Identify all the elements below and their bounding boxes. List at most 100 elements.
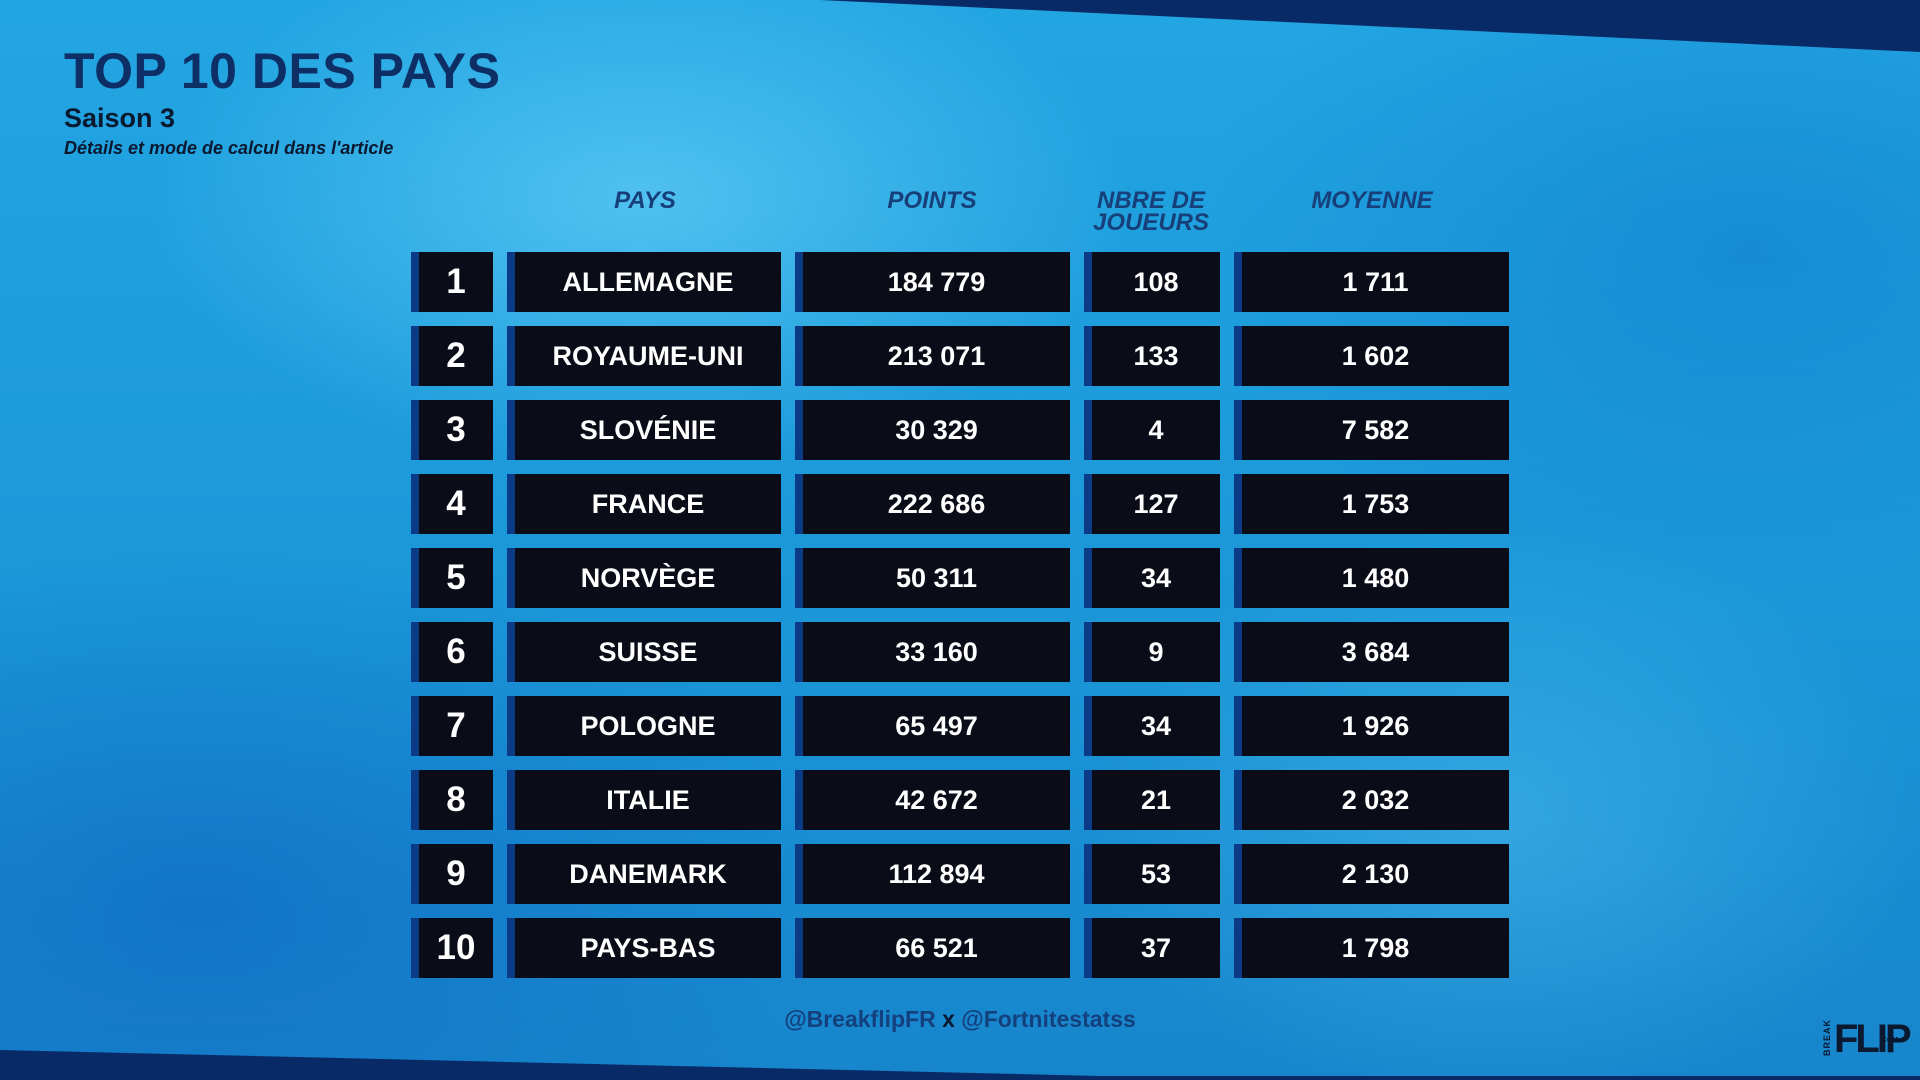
footer-separator: x bbox=[942, 1006, 955, 1032]
average-cell: 1 798 bbox=[1234, 918, 1509, 978]
page-subtitle: Saison 3 bbox=[64, 103, 176, 133]
average-cell-value: 1 602 bbox=[1341, 340, 1410, 371]
country-cell-value: SUISSE bbox=[598, 636, 698, 667]
points-cell-value: 66 521 bbox=[895, 932, 978, 963]
country-cell: NORVÈGE bbox=[507, 548, 781, 608]
players-cell-value: 9 bbox=[1148, 636, 1164, 667]
average-cell: 1 480 bbox=[1234, 548, 1509, 608]
rank-cell-value: 10 bbox=[436, 928, 476, 967]
column-header-pays: PAYS bbox=[508, 187, 782, 214]
players-cell-value: 127 bbox=[1133, 488, 1179, 519]
country-cell-value: ITALIE bbox=[606, 784, 690, 815]
points-cell-value: 65 497 bbox=[895, 710, 978, 741]
average-cell-value: 1 926 bbox=[1341, 710, 1410, 741]
rank-cell-value: 4 bbox=[446, 484, 466, 523]
column-header-joueurs-line2: JOUEURS bbox=[1092, 209, 1210, 236]
rank-cell-value: 2 bbox=[446, 336, 466, 375]
top-band bbox=[820, 0, 1920, 52]
rank-cell-value: 9 bbox=[446, 854, 466, 893]
column-header-joueurs: NBRE DE JOUEURS bbox=[1083, 187, 1219, 236]
points-cell-value: 112 894 bbox=[888, 858, 985, 889]
logo-flip-text: FLIP bbox=[1834, 1017, 1912, 1061]
country-cell: DANEMARK bbox=[507, 844, 781, 904]
points-cell: 65 497 bbox=[795, 696, 1070, 756]
country-cell-value: PAYS-BAS bbox=[580, 932, 716, 963]
rank-cell: 5 bbox=[411, 548, 493, 608]
players-cell: 34 bbox=[1084, 548, 1220, 608]
players-cell: 127 bbox=[1084, 474, 1220, 534]
rank-cell-value: 5 bbox=[446, 558, 466, 597]
average-cell: 1 926 bbox=[1234, 696, 1509, 756]
players-cell-value: 108 bbox=[1133, 266, 1179, 297]
column-header-moyenne: MOYENNE bbox=[1235, 187, 1509, 214]
country-cell: POLOGNE bbox=[507, 696, 781, 756]
average-cell: 2 130 bbox=[1234, 844, 1509, 904]
footer-handle-fortnitestatss: @Fortnitestatss bbox=[961, 1006, 1136, 1032]
country-cell: ALLEMAGNE bbox=[507, 252, 781, 312]
players-cell: 34 bbox=[1084, 696, 1220, 756]
average-cell-value: 3 684 bbox=[1341, 636, 1410, 667]
average-cell: 1 602 bbox=[1234, 326, 1509, 386]
column-header-joueurs-line1: NBRE DE bbox=[1096, 187, 1205, 214]
points-cell: 222 686 bbox=[795, 474, 1070, 534]
players-cell: 21 bbox=[1084, 770, 1220, 830]
points-cell: 42 672 bbox=[795, 770, 1070, 830]
logo-com-text: .COM bbox=[1879, 1037, 1898, 1044]
rank-cell: 1 bbox=[411, 252, 493, 312]
column-header-points-label: POINTS bbox=[887, 187, 977, 214]
country-cell-value: FRANCE bbox=[591, 488, 705, 519]
players-cell: 53 bbox=[1084, 844, 1220, 904]
column-header-pays-label: PAYS bbox=[614, 187, 676, 214]
average-cell-value: 1 798 bbox=[1341, 932, 1410, 963]
country-cell: SUISSE bbox=[507, 622, 781, 682]
page-title: TOP 10 DES PAYS bbox=[64, 43, 501, 99]
points-cell-value: 42 672 bbox=[895, 784, 978, 815]
country-cell: ROYAUME-UNI bbox=[507, 326, 781, 386]
page-note: Détails et mode de calcul dans l'article bbox=[64, 138, 394, 158]
country-cell-value: POLOGNE bbox=[580, 710, 716, 741]
country-cell-value: NORVÈGE bbox=[580, 562, 716, 593]
points-cell: 33 160 bbox=[795, 622, 1070, 682]
players-cell: 133 bbox=[1084, 326, 1220, 386]
rank-cell: 4 bbox=[411, 474, 493, 534]
points-cell-value: 30 329 bbox=[895, 414, 978, 445]
logo-break-text: BREAK bbox=[1822, 1018, 1832, 1056]
country-cell: ITALIE bbox=[507, 770, 781, 830]
title-block: TOP 10 DES PAYS Saison 3 Détails et mode… bbox=[64, 44, 500, 159]
column-header-moyenne-label: MOYENNE bbox=[1311, 187, 1433, 214]
footer-credits: @BreakflipFR x @Fortnitestatss bbox=[0, 1006, 1920, 1033]
points-cell: 50 311 bbox=[795, 548, 1070, 608]
average-cell-value: 7 582 bbox=[1341, 414, 1410, 445]
rank-cell-value: 6 bbox=[446, 632, 466, 671]
breakflip-logo: BREAK FLIP .COM bbox=[1822, 1016, 1912, 1061]
footer-handle-breakflip: @BreakflipFR bbox=[784, 1006, 936, 1032]
average-cell-value: 1 480 bbox=[1341, 562, 1410, 593]
rank-cell: 9 bbox=[411, 844, 493, 904]
points-cell-value: 184 779 bbox=[887, 266, 986, 297]
points-cell-value: 50 311 bbox=[895, 562, 978, 593]
points-cell: 66 521 bbox=[795, 918, 1070, 978]
average-cell: 1 753 bbox=[1234, 474, 1509, 534]
country-cell: FRANCE bbox=[507, 474, 781, 534]
rank-cell-value: 1 bbox=[446, 262, 466, 301]
players-cell-value: 4 bbox=[1148, 414, 1164, 445]
rank-cell: 8 bbox=[411, 770, 493, 830]
rank-cell-value: 8 bbox=[446, 780, 466, 819]
average-cell-value: 2 130 bbox=[1341, 858, 1410, 889]
players-cell-value: 37 bbox=[1140, 932, 1172, 963]
average-cell: 3 684 bbox=[1234, 622, 1509, 682]
country-cell-value: SLOVÉNIE bbox=[579, 414, 717, 445]
players-cell-value: 133 bbox=[1133, 340, 1179, 371]
average-cell-value: 1 753 bbox=[1341, 488, 1410, 519]
bottom-band bbox=[0, 1050, 1920, 1080]
players-cell: 37 bbox=[1084, 918, 1220, 978]
players-cell-value: 34 bbox=[1140, 562, 1172, 593]
country-cell-value: DANEMARK bbox=[569, 858, 727, 889]
country-cell-value: ROYAUME-UNI bbox=[552, 340, 744, 371]
rank-cell: 10 bbox=[411, 918, 493, 978]
points-cell: 184 779 bbox=[795, 252, 1070, 312]
players-cell-value: 53 bbox=[1140, 858, 1172, 889]
rank-cell: 3 bbox=[411, 400, 493, 460]
average-cell: 1 711 bbox=[1234, 252, 1509, 312]
rank-cell: 6 bbox=[411, 622, 493, 682]
